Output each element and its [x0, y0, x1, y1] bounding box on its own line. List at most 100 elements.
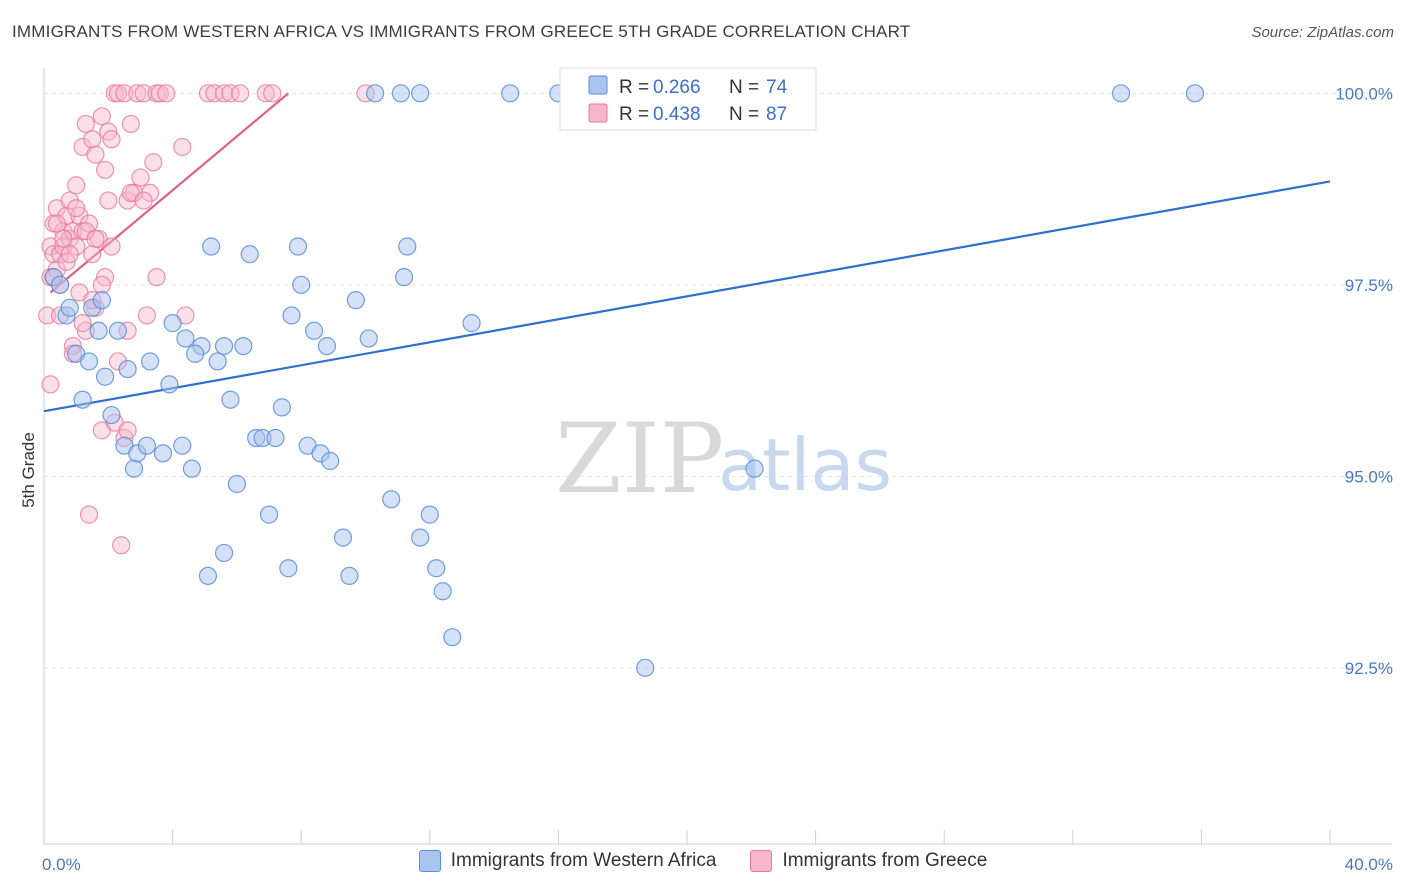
point-western-africa[interactable]	[102, 405, 121, 425]
point-western-africa[interactable]	[282, 306, 301, 325]
point-western-africa[interactable]	[163, 314, 182, 333]
point-western-africa[interactable]	[1111, 84, 1131, 103]
point-greece[interactable]	[137, 306, 156, 325]
point-western-africa[interactable]	[202, 237, 221, 256]
point-western-africa[interactable]	[279, 559, 298, 578]
point-western-africa[interactable]	[240, 245, 259, 264]
point-western-africa[interactable]	[321, 451, 340, 471]
point-greece[interactable]	[214, 84, 234, 103]
point-western-africa[interactable]	[382, 490, 401, 509]
point-western-africa[interactable]	[79, 352, 99, 371]
point-western-africa[interactable]	[182, 459, 201, 478]
point-greece[interactable]	[83, 245, 102, 264]
point-greece[interactable]	[157, 84, 176, 103]
point-western-africa[interactable]	[394, 268, 414, 287]
point-western-africa[interactable]	[60, 298, 79, 317]
point-greece[interactable]	[118, 421, 137, 440]
point-western-africa[interactable]	[443, 628, 462, 647]
point-western-africa[interactable]	[411, 528, 430, 547]
point-greece[interactable]	[134, 191, 153, 210]
point-western-africa[interactable]	[118, 359, 137, 379]
point-western-africa[interactable]	[259, 505, 279, 524]
point-greece[interactable]	[86, 145, 105, 164]
point-western-africa[interactable]	[266, 428, 285, 448]
point-greece[interactable]	[102, 237, 121, 256]
point-greece[interactable]	[150, 84, 169, 103]
point-western-africa[interactable]	[160, 375, 179, 394]
point-western-africa[interactable]	[462, 314, 481, 333]
point-western-africa[interactable]	[1185, 84, 1205, 103]
point-greece[interactable]	[256, 84, 275, 103]
point-greece[interactable]	[131, 168, 150, 187]
point-western-africa[interactable]	[411, 84, 430, 103]
point-western-africa[interactable]	[391, 84, 410, 103]
point-western-africa[interactable]	[92, 291, 111, 310]
point-greece[interactable]	[102, 130, 121, 149]
point-greece[interactable]	[99, 191, 118, 210]
point-greece[interactable]	[231, 84, 250, 103]
point-greece[interactable]	[198, 84, 218, 103]
point-greece[interactable]	[92, 275, 111, 294]
point-greece[interactable]	[47, 214, 66, 233]
point-greece[interactable]	[60, 245, 79, 264]
point-greece[interactable]	[173, 137, 192, 157]
point-greece[interactable]	[112, 536, 131, 555]
point-greece[interactable]	[221, 84, 240, 103]
point-greece[interactable]	[128, 84, 147, 103]
point-western-africa[interactable]	[221, 390, 240, 409]
point-western-africa[interactable]	[359, 329, 378, 348]
point-greece[interactable]	[205, 84, 224, 103]
point-western-africa[interactable]	[340, 566, 359, 586]
point-greece[interactable]	[86, 229, 105, 248]
point-western-africa[interactable]	[304, 321, 324, 340]
point-western-africa[interactable]	[398, 237, 417, 256]
point-greece[interactable]	[115, 84, 134, 103]
point-western-africa[interactable]	[89, 321, 108, 340]
point-greece[interactable]	[121, 114, 140, 134]
point-greece[interactable]	[144, 153, 163, 172]
point-greece[interactable]	[108, 84, 128, 103]
point-western-africa[interactable]	[214, 337, 234, 356]
point-greece[interactable]	[38, 306, 57, 325]
point-western-africa[interactable]	[95, 367, 115, 386]
point-western-africa[interactable]	[366, 84, 385, 103]
point-western-africa[interactable]	[317, 337, 337, 356]
point-western-africa[interactable]	[333, 528, 353, 547]
point-greece[interactable]	[95, 160, 115, 180]
point-western-africa[interactable]	[124, 459, 144, 478]
point-greece[interactable]	[41, 375, 60, 394]
point-greece[interactable]	[79, 505, 99, 524]
point-western-africa[interactable]	[433, 582, 452, 601]
point-greece[interactable]	[57, 206, 76, 225]
point-greece[interactable]	[147, 268, 166, 287]
point-western-africa[interactable]	[198, 566, 218, 586]
point-western-africa[interactable]	[288, 237, 308, 256]
point-western-africa[interactable]	[636, 658, 655, 677]
point-greece[interactable]	[83, 130, 102, 149]
point-greece[interactable]	[54, 229, 73, 248]
point-greece[interactable]	[63, 222, 83, 241]
point-western-africa[interactable]	[234, 337, 253, 356]
point-western-africa[interactable]	[108, 321, 128, 340]
point-western-africa[interactable]	[214, 543, 234, 563]
point-greece[interactable]	[263, 84, 282, 103]
point-western-africa[interactable]	[186, 344, 205, 363]
point-western-africa[interactable]	[745, 459, 764, 478]
point-western-africa[interactable]	[346, 291, 365, 310]
point-greece[interactable]	[92, 107, 111, 126]
point-western-africa[interactable]	[140, 352, 160, 371]
point-greece[interactable]	[76, 222, 95, 241]
point-greece[interactable]	[67, 176, 86, 195]
legend-item-western-africa[interactable]: Immigrants from Western Africa	[418, 850, 716, 872]
point-western-africa[interactable]	[153, 444, 173, 463]
point-western-africa[interactable]	[272, 398, 292, 417]
point-greece[interactable]	[134, 84, 153, 103]
point-western-africa[interactable]	[176, 329, 195, 348]
point-greece[interactable]	[76, 114, 95, 134]
point-western-africa[interactable]	[208, 352, 227, 371]
legend-item-greece[interactable]: Immigrants from Greece	[750, 850, 987, 872]
point-western-africa[interactable]	[173, 436, 192, 455]
point-western-africa[interactable]	[420, 505, 439, 524]
point-western-africa[interactable]	[50, 275, 70, 294]
point-western-africa[interactable]	[427, 559, 446, 578]
